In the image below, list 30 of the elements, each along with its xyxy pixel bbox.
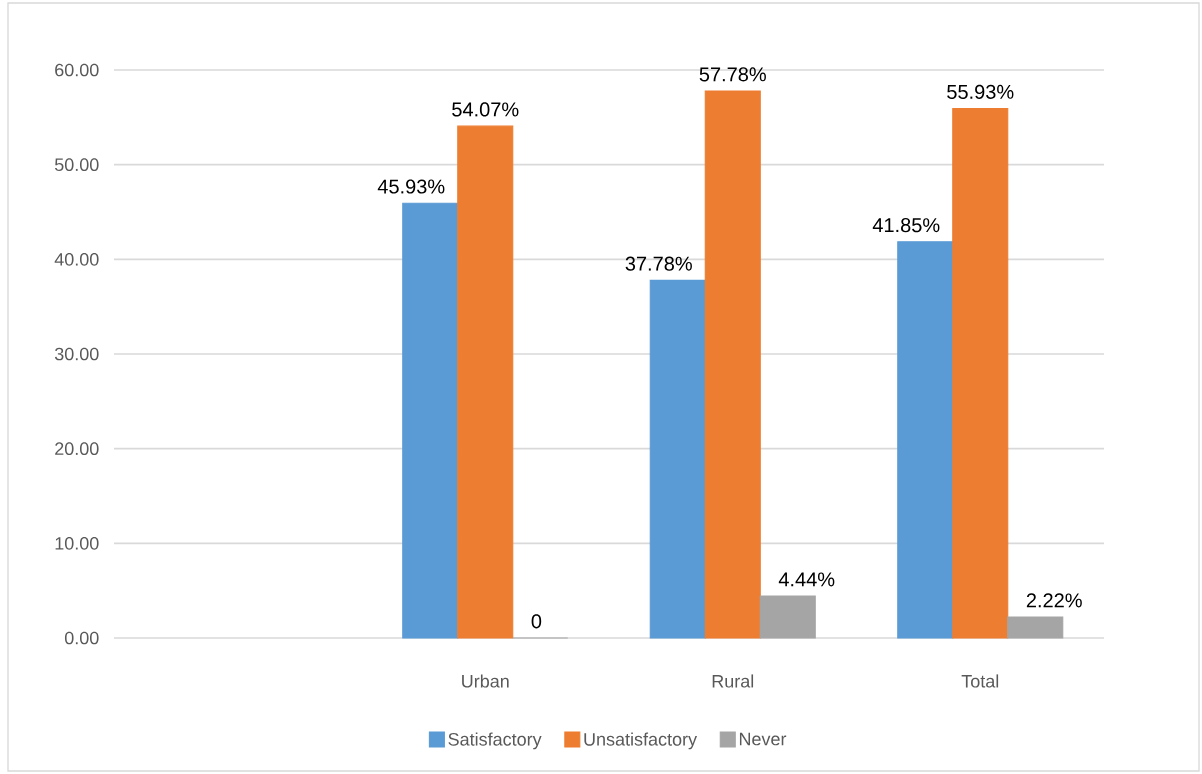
bar xyxy=(457,125,514,639)
data-label: 37.78% xyxy=(625,256,692,271)
bar xyxy=(759,595,816,639)
legend-label: Satisfactory xyxy=(448,732,542,750)
y-tick-label: 20.00 xyxy=(55,442,99,456)
data-label: 55.93% xyxy=(947,84,1014,99)
y-tick-label: 10.00 xyxy=(55,536,99,550)
data-label: 4.44% xyxy=(778,572,835,587)
bar xyxy=(402,202,459,639)
data-label: 41.85% xyxy=(872,218,940,233)
y-tick-label: 0.00 xyxy=(64,631,99,645)
data-label: 54.07% xyxy=(452,102,519,117)
x-tick-label: Total xyxy=(961,674,999,688)
data-label: 45.93% xyxy=(377,179,445,194)
legend-label: Never xyxy=(739,732,787,746)
y-tick-label: 60.00 xyxy=(55,63,99,77)
data-label: 2.22% xyxy=(1026,593,1082,608)
data-label: 57.78% xyxy=(699,67,766,82)
bar xyxy=(649,279,706,639)
x-tick-label: Urban xyxy=(462,674,509,688)
x-tick-label: Rural xyxy=(712,674,754,688)
bar xyxy=(897,241,954,639)
data-label: 0 xyxy=(531,614,542,629)
y-tick-label: 40.00 xyxy=(54,252,99,266)
y-tick-label: 30.00 xyxy=(54,347,99,361)
bar xyxy=(704,90,761,639)
bar xyxy=(952,107,1009,639)
bar xyxy=(1007,616,1064,639)
y-tick-label: 50.00 xyxy=(54,158,99,172)
legend-label: Unsatisfactory xyxy=(584,732,698,750)
